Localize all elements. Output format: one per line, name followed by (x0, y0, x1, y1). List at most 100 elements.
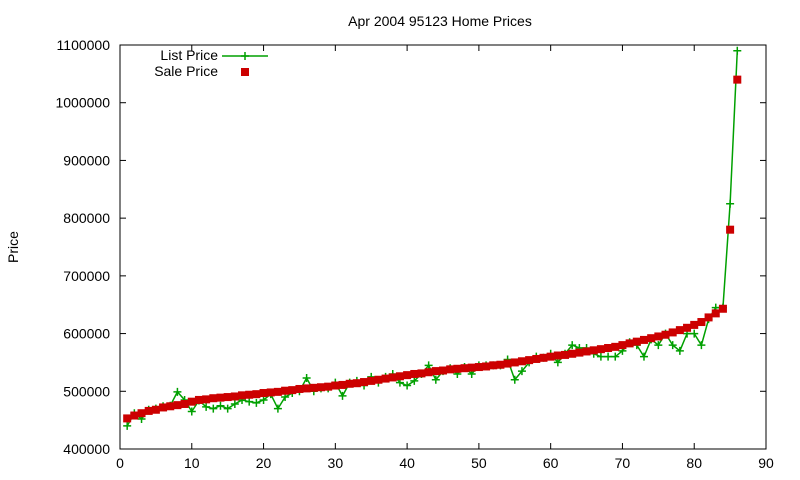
sale-price-point-68 (611, 342, 620, 351)
sale-price-point-49 (474, 363, 483, 372)
sale-price-point-54 (510, 358, 519, 367)
sale-price-point-23 (288, 386, 297, 395)
y-tick-label-4: 800000 (63, 210, 110, 226)
sale-price-point-17 (245, 390, 254, 399)
sale-price-point-46 (453, 364, 462, 373)
sale-price-point-74 (654, 332, 663, 341)
sale-price-point-21 (273, 387, 282, 396)
legend-plus-glyph (241, 52, 249, 60)
sale-price-point-5 (159, 403, 168, 412)
y-tick-label-5: 900000 (63, 152, 110, 168)
list-price-point-25 (302, 374, 311, 383)
sale-price-point-80 (697, 318, 706, 327)
list-price-point-79 (690, 329, 699, 338)
sale-price-point-18 (252, 390, 261, 399)
sale-price-point-44 (439, 366, 447, 375)
list-price-point-66 (596, 352, 605, 361)
series-layer (123, 46, 742, 430)
y-tick-label-6: 1000000 (55, 95, 110, 111)
sale-price-point-31 (345, 379, 354, 388)
y-tick-label-1: 500000 (63, 383, 110, 399)
sale-price-point-15 (230, 392, 239, 401)
sale-price-point-38 (395, 372, 404, 381)
sale-price-point-11 (202, 395, 211, 404)
list-price-point-77 (675, 346, 684, 355)
x-tick-label-1: 10 (184, 455, 200, 471)
sale-price-point-60 (553, 351, 562, 360)
sale-price-point-57 (532, 354, 541, 363)
sale-price-point-59 (546, 352, 555, 361)
sale-price-point-66 (596, 345, 605, 354)
sale-price-point-12 (209, 394, 218, 403)
sale-price-point-82 (711, 309, 720, 318)
sale-price-point-10 (194, 395, 203, 404)
sale-price-point-24 (295, 384, 304, 393)
chart-title-text: Apr 2004 95123 Home Prices (348, 13, 532, 29)
list-price-point-42 (424, 361, 433, 370)
sale-price-point-55 (517, 357, 526, 366)
x-tick-label-3: 30 (328, 455, 344, 471)
x-tick-label-8: 80 (686, 455, 702, 471)
list-price-point-67 (604, 352, 613, 361)
sale-price-point-85 (733, 75, 742, 84)
sale-price-point-64 (582, 347, 591, 356)
y-tick-label-0: 400000 (63, 441, 110, 457)
list-price-point-43 (431, 375, 440, 384)
sale-price-point-9 (187, 397, 196, 406)
list-price-point-72 (639, 352, 648, 361)
list-price-point-55 (517, 367, 526, 376)
sale-price-point-4 (151, 405, 160, 414)
sale-price-point-7 (173, 401, 182, 410)
sale-price-point-76 (668, 328, 677, 337)
sale-price-point-73 (647, 334, 656, 343)
sale-price-point-40 (410, 369, 419, 378)
sale-price-point-65 (589, 346, 598, 355)
list-price-point-40 (410, 376, 419, 385)
list-price-point-85 (733, 46, 742, 55)
x-tick-label-6: 60 (543, 455, 559, 471)
sale-price-point-6 (166, 402, 175, 411)
sale-price-point-52 (496, 360, 505, 369)
legend: List Price Sale Price (154, 47, 268, 79)
list-price-point-68 (611, 352, 620, 361)
x-tick-label-4: 40 (399, 455, 415, 471)
list-price-point-54 (510, 375, 519, 384)
list-price-point-15 (230, 399, 239, 408)
plot-frame (119, 44, 767, 450)
sale-price-point-61 (561, 350, 570, 359)
sale-price-point-16 (238, 391, 247, 400)
sale-price-point-41 (417, 369, 426, 378)
list-price-point-30 (338, 391, 347, 400)
sale-price-point-69 (618, 341, 627, 350)
x-tick-label-9: 90 (758, 455, 774, 471)
list-price-point-19 (259, 395, 268, 404)
list-price-point-39 (403, 381, 412, 390)
sale-price-point-33 (360, 378, 369, 387)
list-price-point-84 (726, 199, 735, 208)
list-price-point-14 (223, 404, 232, 413)
sale-price-point-53 (503, 359, 512, 368)
x-tick-label-0: 0 (116, 455, 124, 471)
sale-price-point-47 (460, 364, 469, 373)
list-price-point-18 (252, 398, 261, 407)
list-price-point-62 (568, 341, 577, 350)
sale-price-point-14 (223, 393, 232, 402)
sale-price-point-13 (216, 393, 225, 402)
y-tick-label-3: 700000 (63, 268, 110, 284)
sale-price-point-37 (388, 373, 397, 382)
sale-price-point-67 (604, 344, 613, 352)
sale-price-point-63 (575, 348, 584, 357)
y-tick-label-2: 600000 (63, 326, 110, 342)
sale-price-point-56 (525, 356, 534, 365)
sale-price-point-3 (144, 406, 153, 415)
legend-marker-sale-price (241, 68, 249, 76)
sale-price-point-26 (309, 383, 318, 392)
list-price-point-74 (654, 341, 663, 350)
list-price-point-7 (173, 387, 182, 396)
sale-price-point-20 (266, 388, 275, 397)
sale-price-point-32 (352, 379, 361, 388)
axis-ticks: 0 10 20 30 40 50 60 70 80 90 400000 500000 600000 700… (55, 37, 774, 471)
sale-price-point-25 (302, 384, 311, 393)
sale-price-point-29 (331, 381, 340, 390)
sale-price-point-8 (180, 399, 189, 408)
